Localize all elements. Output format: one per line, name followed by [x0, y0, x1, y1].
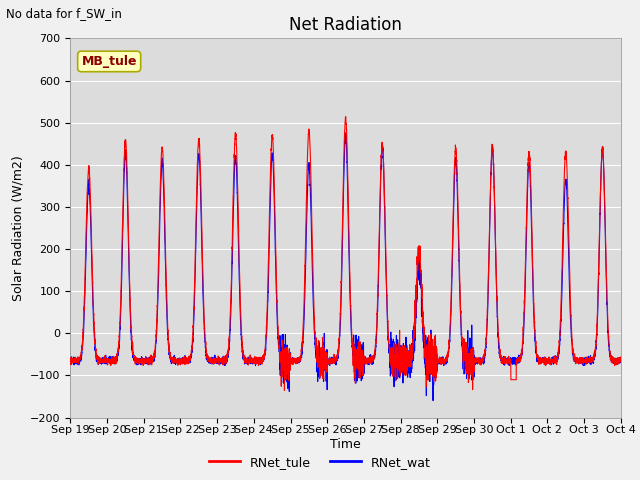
- Y-axis label: Solar Radiation (W/m2): Solar Radiation (W/m2): [12, 155, 24, 301]
- RNet_wat: [429, 398, 437, 404]
- RNet_tule: [280, 387, 288, 393]
- RNet_wat: [519, 336, 527, 342]
- RNet_wat: [67, 359, 74, 364]
- RNet_wat: [397, 344, 404, 350]
- RNet_wat: [277, 348, 285, 353]
- Legend: RNet_tule, RNet_wat: RNet_tule, RNet_wat: [204, 451, 436, 474]
- RNet_tule: [277, 351, 285, 357]
- X-axis label: Time: Time: [330, 438, 361, 451]
- RNet_tule: [519, 330, 527, 336]
- RNet_tule: [67, 355, 74, 361]
- RNet_wat: [166, 357, 174, 362]
- RNet_tule: [166, 351, 174, 357]
- Title: Net Radiation: Net Radiation: [289, 16, 402, 34]
- RNet_tule: [425, 348, 433, 354]
- RNet_tule: [477, 357, 485, 362]
- RNet_wat: [424, 340, 432, 346]
- RNet_wat: [342, 130, 349, 136]
- Line: RNet_tule: RNet_tule: [70, 117, 621, 390]
- Text: MB_tule: MB_tule: [81, 55, 137, 68]
- RNet_tule: [397, 344, 404, 350]
- Text: No data for f_SW_in: No data for f_SW_in: [6, 7, 122, 20]
- RNet_wat: [617, 358, 625, 363]
- RNet_tule: [617, 354, 625, 360]
- RNet_tule: [342, 114, 349, 120]
- Line: RNet_wat: RNet_wat: [70, 133, 621, 401]
- RNet_wat: [477, 356, 485, 362]
